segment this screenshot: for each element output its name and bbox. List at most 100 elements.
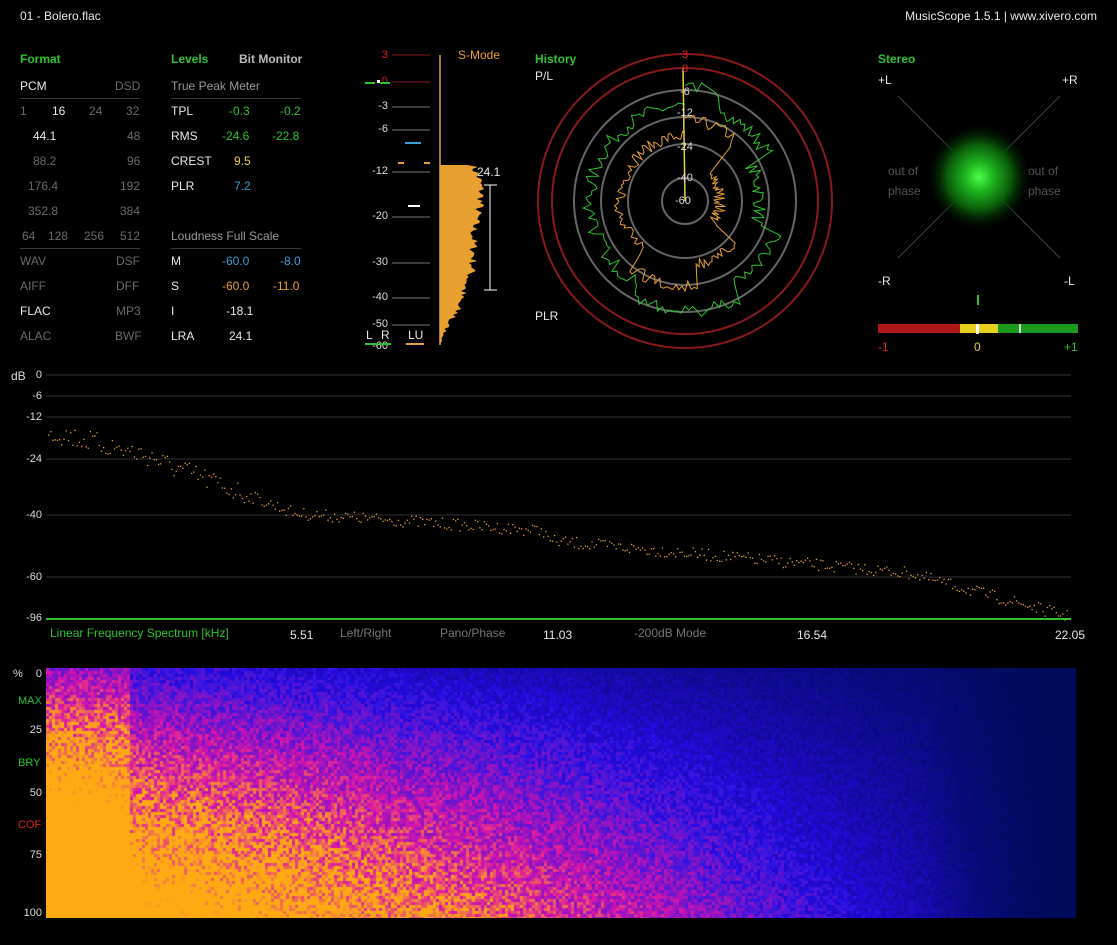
file-title: 01 - Bolero.flac: [20, 9, 101, 23]
plr-label: PLR: [171, 179, 195, 193]
dsd-128: 128: [48, 229, 69, 243]
meter-tick-m50: -50: [372, 318, 388, 330]
stereo-plus-r: +R: [1062, 73, 1078, 87]
history-plr-label: PLR: [535, 309, 559, 323]
sg-marker-cof: COF: [18, 819, 42, 831]
out-of-phase-right-2: phase: [1028, 184, 1061, 198]
m-left: -60.0: [222, 254, 250, 268]
cont-dff: DFF: [116, 279, 140, 293]
meter-tick-m6: -6: [378, 123, 388, 135]
meter-graphic: [365, 54, 497, 345]
spectrogram-canvas: [46, 668, 1076, 918]
sg-tick-0: 0: [35, 668, 42, 680]
tpl-label: TPL: [171, 104, 194, 118]
rate-352: 352.8: [28, 204, 59, 218]
loudness-title: Loudness Full Scale: [171, 229, 280, 243]
s-left: -60.0: [222, 279, 250, 293]
bits-16: 16: [52, 104, 66, 118]
s-mode-button[interactable]: S-Mode: [458, 48, 501, 62]
correlation-bar: [878, 324, 1078, 334]
spec-tick-m40: -40: [26, 509, 42, 521]
bits-24: 24: [89, 104, 103, 118]
meter-label-l: L: [366, 328, 373, 342]
sg-marker-bry: BRY: [18, 757, 41, 769]
cont-flac: FLAC: [20, 304, 51, 318]
tpl-left: -0.3: [229, 104, 250, 118]
app-title: MusicScope 1.5.1 | www.xivero.com: [905, 9, 1097, 23]
lra-label: LRA: [171, 329, 195, 343]
format-pcm: PCM: [20, 79, 47, 93]
ring-label-m12: -12: [677, 107, 693, 119]
cont-dsf: DSF: [116, 254, 140, 268]
rate-48: 48: [127, 129, 141, 143]
sg-marker-max: MAX: [18, 695, 42, 707]
i-label: I: [171, 304, 175, 318]
spectrum-title: Linear Frequency Spectrum [kHz]: [50, 626, 229, 640]
spec-tick-m6: -6: [32, 390, 42, 402]
rate-192: 192: [120, 179, 141, 193]
i-value: -18.1: [226, 304, 254, 318]
bit-monitor-button[interactable]: Bit Monitor: [239, 52, 303, 66]
meter-tick-m30: -30: [372, 256, 388, 268]
spec-tick-m12: -12: [26, 411, 42, 423]
cont-alac: ALAC: [20, 329, 52, 343]
meter-tick-3: 3: [381, 49, 388, 61]
rate-88: 88.2: [33, 154, 57, 168]
dsd-256: 256: [84, 229, 105, 243]
m-label: M: [171, 254, 181, 268]
history-pl-label: P/L: [535, 69, 554, 83]
s-label: S: [171, 279, 180, 293]
cont-bwf: BWF: [115, 329, 142, 343]
spec-tick-0: 0: [35, 369, 42, 381]
meter-tick-m20: -20: [372, 210, 388, 222]
rate-176: 176.4: [28, 179, 59, 193]
meter-label-lu: LU: [408, 328, 424, 342]
plr-value: 7.2: [234, 179, 251, 193]
dsd-512: 512: [120, 229, 141, 243]
corr-label-plus1: +1: [1064, 340, 1078, 354]
bits-1: 1: [20, 104, 27, 118]
spec-x-5: 5.51: [290, 628, 314, 642]
sg-tick-100: 100: [23, 907, 42, 919]
lra-value: 24.1: [229, 329, 253, 343]
rms-label: RMS: [171, 129, 198, 143]
spec-x-11: 11.03: [543, 628, 573, 642]
spec-x-22: 22.05: [1055, 628, 1086, 642]
sg-tick-75: 75: [29, 849, 42, 861]
dsd-64: 64: [22, 229, 36, 243]
crest-label: CREST: [171, 154, 212, 168]
spectrum-plot: [46, 374, 1071, 621]
pano-phase-mode[interactable]: Pano/Phase: [440, 626, 506, 640]
meter-tick-m12: -12: [372, 165, 388, 177]
ring-label-m40: -40: [677, 172, 693, 184]
true-peak-title: True Peak Meter: [171, 79, 260, 93]
spec-tick-m96: -96: [26, 612, 42, 624]
stereo-minus-l: -L: [1064, 274, 1075, 288]
sg-tick-25: 25: [29, 724, 42, 736]
crest-value: 9.5: [234, 154, 251, 168]
levels-heading: Levels: [171, 52, 209, 66]
rate-44: 44.1: [33, 129, 57, 143]
m-right: -8.0: [280, 254, 301, 268]
rms-right: -22.8: [272, 129, 300, 143]
ring-label-0: 0: [682, 63, 689, 75]
cont-aiff: AIFF: [20, 279, 46, 293]
ring-label-3: 3: [682, 49, 689, 61]
corr-label-0: 0: [974, 340, 981, 354]
rms-left: -24.6: [222, 129, 250, 143]
rate-384: 384: [120, 204, 141, 218]
stereo-heading: Stereo: [878, 52, 916, 66]
lra-meter-value: 24.1: [477, 165, 501, 179]
rate-96: 96: [127, 154, 141, 168]
ring-label-m24: -24: [677, 141, 693, 153]
sg-tick-50: 50: [29, 787, 42, 799]
bits-32: 32: [126, 104, 140, 118]
left-right-mode[interactable]: Left/Right: [340, 626, 392, 640]
minus200db-mode[interactable]: -200dB Mode: [634, 626, 707, 640]
stereo-minus-r: -R: [878, 274, 891, 288]
meter-tick-m40: -40: [372, 291, 388, 303]
spec-tick-m24: -24: [26, 453, 42, 465]
spectrogram-unit: %: [13, 668, 23, 680]
format-heading: Format: [20, 52, 61, 66]
spectrum-unit: dB: [11, 369, 26, 383]
